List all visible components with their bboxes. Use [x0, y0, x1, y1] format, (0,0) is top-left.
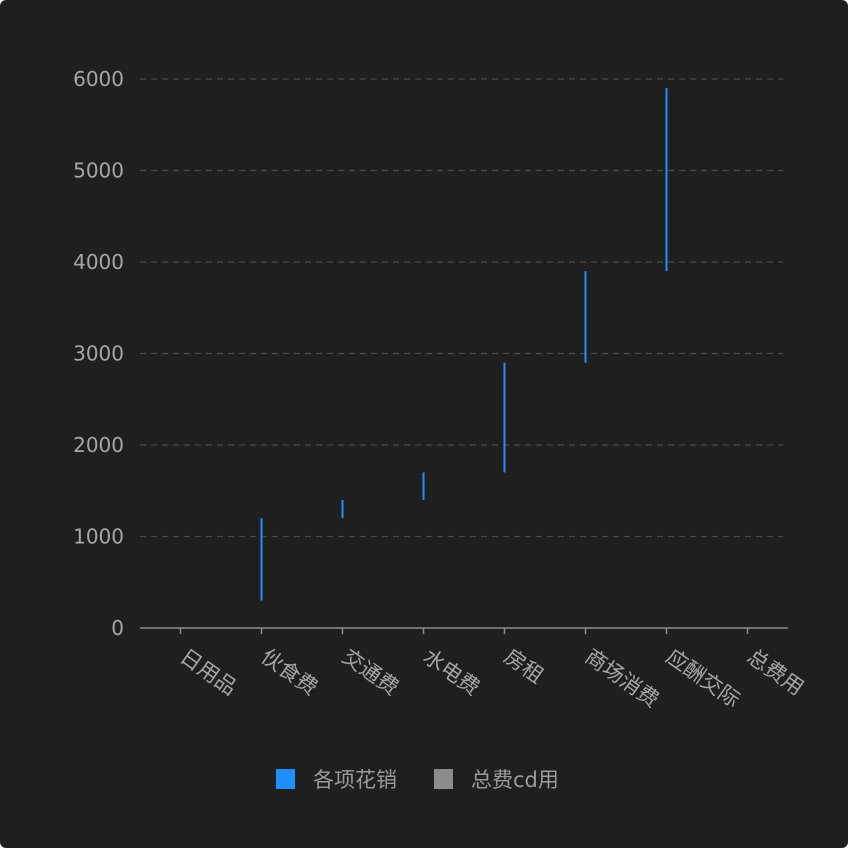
bar[interactable] — [260, 518, 263, 601]
bar[interactable] — [584, 271, 587, 363]
legend-label: 总费cd用 — [471, 768, 559, 792]
bars — [260, 88, 668, 601]
y-tick-label: 6000 — [73, 67, 124, 91]
bar[interactable] — [665, 88, 668, 272]
y-tick-label: 4000 — [73, 250, 124, 274]
x-tick-label: 应酬交际 — [662, 644, 745, 712]
legend-swatch — [434, 769, 453, 789]
legend[interactable]: 各项花销 总费cd用 — [276, 768, 559, 792]
x-tick-label: 交通费 — [338, 644, 403, 700]
x-tick-label: 房租 — [500, 644, 548, 688]
x-tick-label: 伙食费 — [257, 644, 322, 700]
bar[interactable] — [503, 362, 506, 473]
grid-lines — [140, 78, 783, 538]
legend-label: 各项花销 — [313, 768, 397, 792]
y-tick-label: 1000 — [73, 525, 124, 549]
x-tick-label: 商场消费 — [581, 644, 664, 712]
bar[interactable] — [422, 472, 425, 500]
x-tick-label: 水电费 — [419, 644, 484, 700]
x-tick-label: 总费用 — [743, 644, 808, 700]
legend-swatch — [276, 769, 295, 789]
y-tick-label: 0 — [111, 616, 124, 640]
y-axis-ticks: 0 1000 2000 3000 4000 5000 6000 — [73, 67, 124, 640]
bar[interactable] — [341, 499, 344, 519]
y-tick-label: 3000 — [73, 342, 124, 366]
x-tick-label: 日用品 — [176, 644, 241, 700]
legend-item[interactable]: 各项花销 — [276, 768, 397, 792]
y-tick-label: 5000 — [73, 159, 124, 183]
legend-item[interactable]: 总费cd用 — [434, 768, 559, 792]
y-tick-label: 2000 — [73, 433, 124, 457]
